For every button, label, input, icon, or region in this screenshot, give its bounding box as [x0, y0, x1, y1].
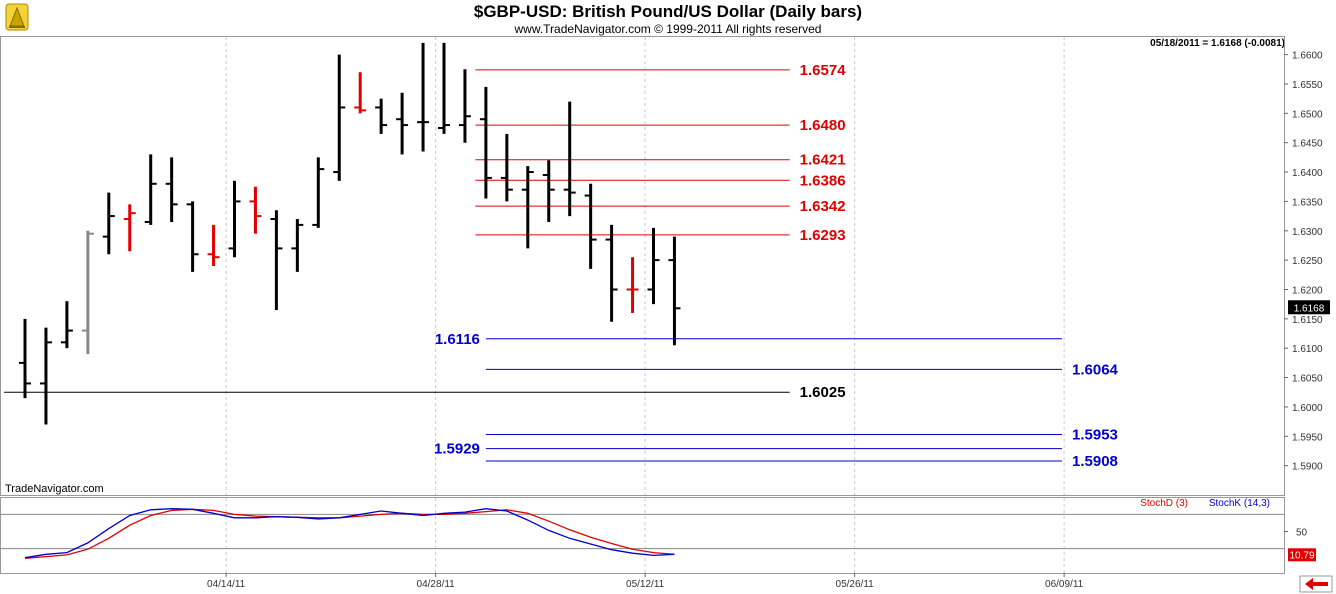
- y-tick-label: 1.6600: [1292, 51, 1323, 62]
- y-tick-label: 1.6450: [1292, 139, 1323, 150]
- level-label: 1.6574: [800, 62, 847, 79]
- y-tick-label: 1.6200: [1292, 285, 1323, 296]
- last-quote-text: 05/18/2011 = 1.6168 (-0.0081): [1150, 38, 1285, 49]
- stoch-last-box: [1288, 548, 1316, 562]
- y-tick-label: 1.6050: [1292, 374, 1323, 385]
- x-tick-label: 05/12/11: [626, 579, 665, 590]
- level-label: 1.6064: [1072, 361, 1119, 378]
- level-label: 1.6480: [800, 117, 846, 134]
- level-label: 1.5908: [1072, 453, 1118, 470]
- brand-text: TradeNavigator.com: [5, 483, 104, 495]
- stochD-line: [24, 508, 675, 559]
- level-label: 1.5953: [1072, 427, 1118, 444]
- y-tick-label: 1.5900: [1292, 462, 1323, 473]
- stoch-last-label: 10.79: [1289, 550, 1314, 561]
- level-label: 1.6421: [800, 152, 846, 169]
- stochK-line: [24, 508, 675, 559]
- tradenavigator-logo: [5, 3, 29, 31]
- level-label: 1.6116: [435, 331, 480, 348]
- level-label: 1.6025: [800, 384, 846, 401]
- legend-stochD: StochD (3): [1140, 498, 1188, 509]
- level-label: 1.6293: [800, 227, 846, 244]
- scroll-left-arrow-icon[interactable]: [1299, 575, 1333, 593]
- x-tick-label: 06/09/11: [1045, 579, 1084, 590]
- y-tick-label: 1.6500: [1292, 109, 1323, 120]
- y-tick-label: 1.6250: [1292, 256, 1323, 267]
- x-tick-label: 05/26/11: [836, 579, 875, 590]
- y-tick-label: 1.6350: [1292, 197, 1323, 208]
- y-tick-label: 1.6400: [1292, 168, 1323, 179]
- last-price-box: [1288, 300, 1330, 315]
- price-panel-frame: [0, 36, 1285, 496]
- x-tick-label: 04/14/11: [207, 579, 246, 590]
- level-label: 1.5929: [434, 441, 480, 458]
- stoch-panel-frame: [0, 497, 1285, 574]
- level-label: 1.6342: [800, 198, 846, 215]
- stoch-tick-label: 50: [1296, 528, 1308, 539]
- last-price-label: 1.6168: [1294, 303, 1325, 314]
- y-tick-label: 1.6550: [1292, 80, 1323, 91]
- y-tick-label: 1.6150: [1292, 315, 1323, 326]
- y-tick-label: 1.6100: [1292, 344, 1323, 355]
- level-label: 1.6386: [800, 172, 846, 189]
- x-tick-label: 04/28/11: [417, 579, 456, 590]
- y-tick-label: 1.6300: [1292, 227, 1323, 238]
- legend-stochK: StochK (14,3): [1209, 498, 1270, 509]
- y-tick-label: 1.5950: [1292, 432, 1323, 443]
- y-tick-label: 1.6000: [1292, 403, 1323, 414]
- copyright-text: www.TradeNavigator.com © 1999-2011 All r…: [514, 22, 822, 36]
- chart-title: $GBP-USD: British Pound/US Dollar (Daily…: [474, 2, 862, 21]
